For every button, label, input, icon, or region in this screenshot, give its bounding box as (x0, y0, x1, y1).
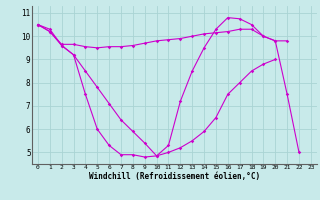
X-axis label: Windchill (Refroidissement éolien,°C): Windchill (Refroidissement éolien,°C) (89, 172, 260, 181)
